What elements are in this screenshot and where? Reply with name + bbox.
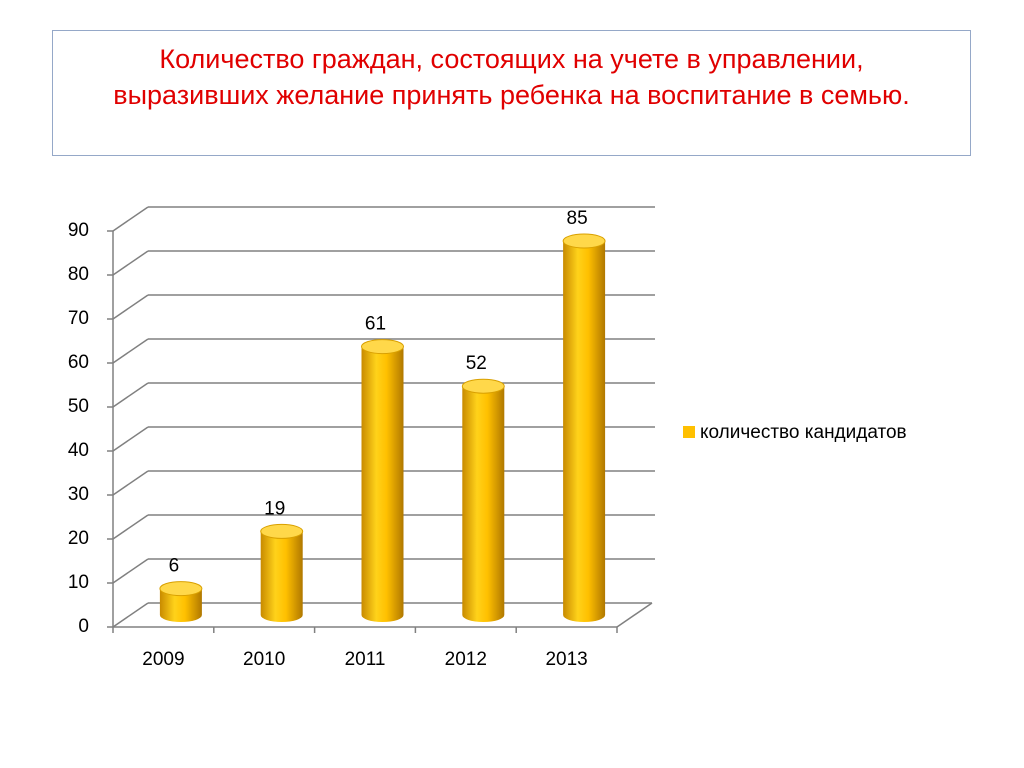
data-label: 61 [365,314,386,335]
data-label: 19 [264,498,285,519]
bar [260,531,303,622]
grid-line [112,514,149,540]
grid-line [112,470,149,496]
grid-line [112,294,149,320]
bar [159,588,202,622]
grid-line [112,382,149,408]
bar-top [260,523,304,539]
bar-top [562,233,606,249]
bar [462,386,505,622]
y-tick-label: 20 [68,528,89,549]
grid-line [112,602,149,628]
grid-line [112,250,149,276]
floor-right [616,602,653,628]
y-tick-label: 30 [68,484,89,505]
data-label: 6 [169,556,180,577]
x-tick-label: 2011 [345,649,386,670]
bar [563,241,606,622]
chart-title: Количество граждан, состоящих на учете в… [52,30,971,156]
bar [361,346,404,622]
y-tick-label: 40 [68,440,89,461]
y-tick-label: 80 [68,264,89,285]
y-tick-label: 50 [68,396,89,417]
bar-top [361,339,404,355]
y-tick-label: 90 [68,220,89,241]
y-tick-label: 70 [68,308,89,329]
grid-line [112,558,149,584]
grid-line [112,206,149,232]
x-tick-label: 2010 [243,649,285,670]
y-tick-label: 0 [78,616,89,637]
data-label: 85 [567,208,588,229]
bar-top [461,378,505,394]
legend-swatch [683,426,695,438]
x-tick-label: 2009 [142,649,184,670]
x-tick-label: 2013 [545,649,587,670]
grid-line [112,426,149,452]
data-label: 52 [466,353,487,374]
legend-label: количество кандидатов [700,422,907,443]
x-tick-label: 2012 [445,649,487,670]
grid-line [112,338,149,364]
bar-top [159,581,203,597]
y-tick-label: 10 [68,572,89,593]
y-tick-label: 60 [68,352,89,373]
